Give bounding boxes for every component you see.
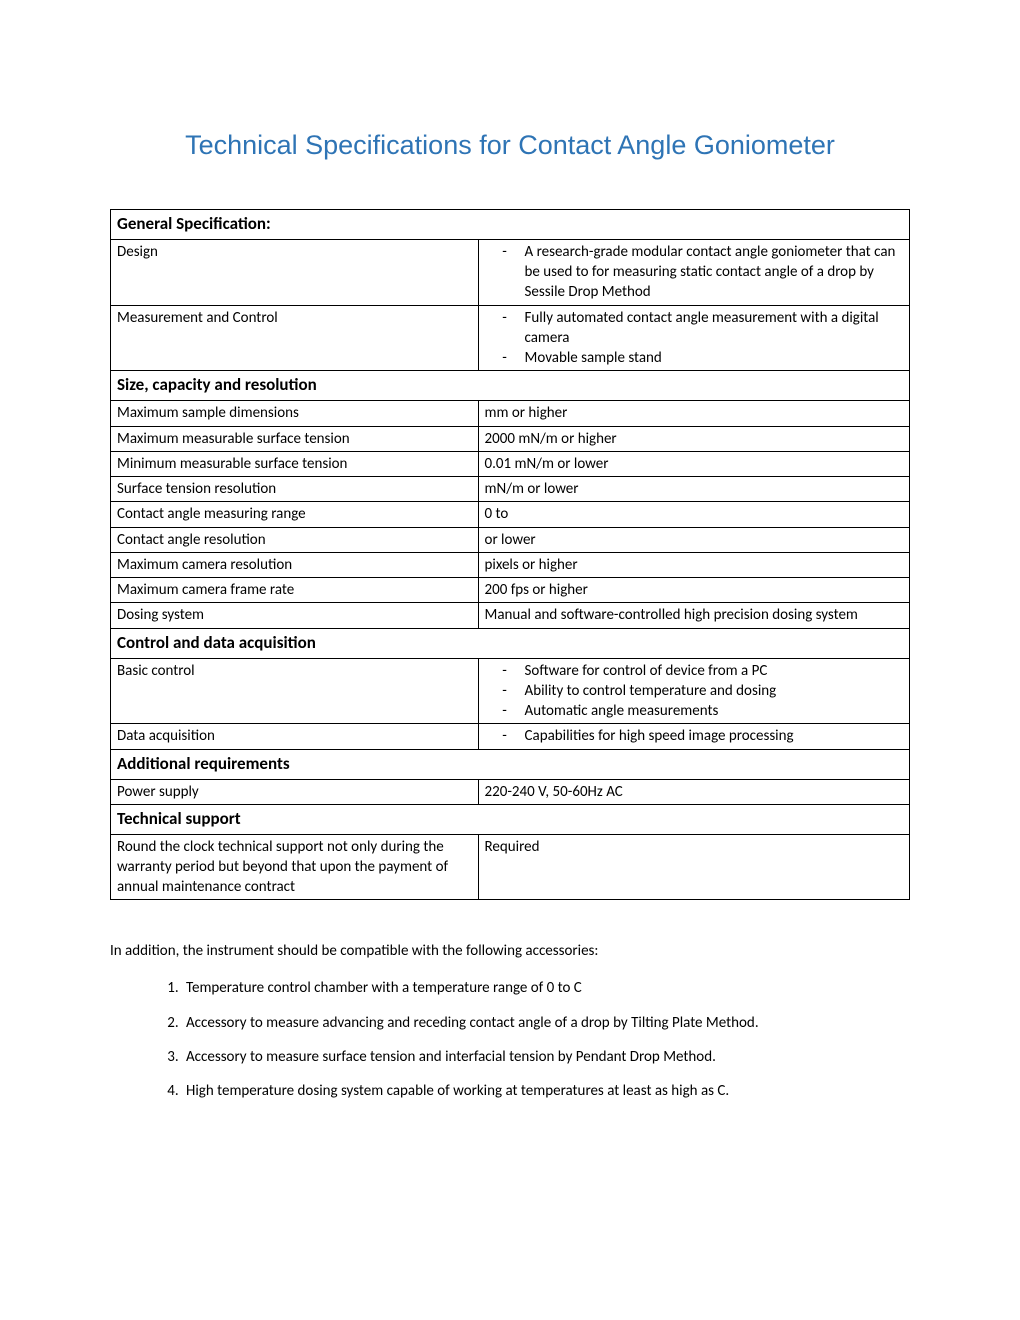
accessories-list: Temperature control chamber with a tempe… [110, 978, 910, 1101]
spec-label: Maximum camera frame rate [111, 578, 479, 603]
bullet-dash-icon: - [485, 348, 525, 368]
page: Technical Specifications for Contact Ang… [0, 0, 1020, 1320]
bullet-dash-icon: - [485, 681, 525, 701]
spec-label: Design [111, 239, 479, 305]
spec-value: -A research-grade modular contact angle … [478, 239, 909, 305]
bullet-text: Software for control of device from a PC [525, 661, 905, 681]
bullet-dash-icon: - [485, 726, 525, 746]
spec-label: Data acquisition [111, 724, 479, 749]
spec-value: 220-240 V, 50-60Hz AC [478, 779, 909, 804]
spec-value: mN/m or lower [478, 477, 909, 502]
spec-value: or lower [478, 527, 909, 552]
section-header: General Specification: [111, 210, 910, 240]
spec-label: Basic control [111, 658, 479, 724]
spec-value: pixels or higher [478, 552, 909, 577]
section-header: Size, capacity and resolution [111, 371, 910, 401]
spec-label: Maximum measurable surface tension [111, 426, 479, 451]
list-item: Accessory to measure advancing and reced… [182, 1013, 910, 1033]
spec-value: -Software for control of device from a P… [478, 658, 909, 724]
bullet-text: Fully automated contact angle measuremen… [525, 308, 905, 349]
section-header: Additional requirements [111, 749, 910, 779]
bullet-dash-icon: - [485, 242, 525, 303]
spec-label: Round the clock technical support not on… [111, 834, 479, 900]
bullet-text: Automatic angle measurements [525, 701, 905, 721]
spec-value: 0 to [478, 502, 909, 527]
spec-label: Maximum camera resolution [111, 552, 479, 577]
list-item: Accessory to measure surface tension and… [182, 1047, 910, 1067]
section-header: Control and data acquisition [111, 628, 910, 658]
list-item: Temperature control chamber with a tempe… [182, 978, 910, 998]
bullet-dash-icon: - [485, 308, 525, 349]
spec-value: Manual and software-controlled high prec… [478, 603, 909, 628]
spec-label: Surface tension resolution [111, 477, 479, 502]
spec-label: Contact angle measuring range [111, 502, 479, 527]
spec-value: mm or higher [478, 401, 909, 426]
spec-value: 2000 mN/m or higher [478, 426, 909, 451]
section-header: Technical support [111, 804, 910, 834]
bullet-dash-icon: - [485, 661, 525, 681]
spec-value: 0.01 mN/m or lower [478, 451, 909, 476]
spec-label: Minimum measurable surface tension [111, 451, 479, 476]
bullet-text: A research-grade modular contact angle g… [525, 242, 905, 303]
spec-label: Power supply [111, 779, 479, 804]
spec-value: 200 fps or higher [478, 578, 909, 603]
spec-value: -Fully automated contact angle measureme… [478, 305, 909, 371]
spec-value: Required [478, 834, 909, 900]
spec-label: Contact angle resolution [111, 527, 479, 552]
spec-label: Measurement and Control [111, 305, 479, 371]
spec-label: Maximum sample dimensions [111, 401, 479, 426]
page-title: Technical Specifications for Contact Ang… [110, 130, 910, 161]
spec-table: General Specification:Design-A research-… [110, 209, 910, 900]
spec-label: Dosing system [111, 603, 479, 628]
list-item: High temperature dosing system capable o… [182, 1081, 910, 1101]
bullet-text: Capabilities for high speed image proces… [525, 726, 905, 746]
bullet-text: Ability to control temperature and dosin… [525, 681, 905, 701]
post-note: In addition, the instrument should be co… [110, 942, 910, 960]
spec-value: -Capabilities for high speed image proce… [478, 724, 909, 749]
bullet-text: Movable sample stand [525, 348, 905, 368]
bullet-dash-icon: - [485, 701, 525, 721]
